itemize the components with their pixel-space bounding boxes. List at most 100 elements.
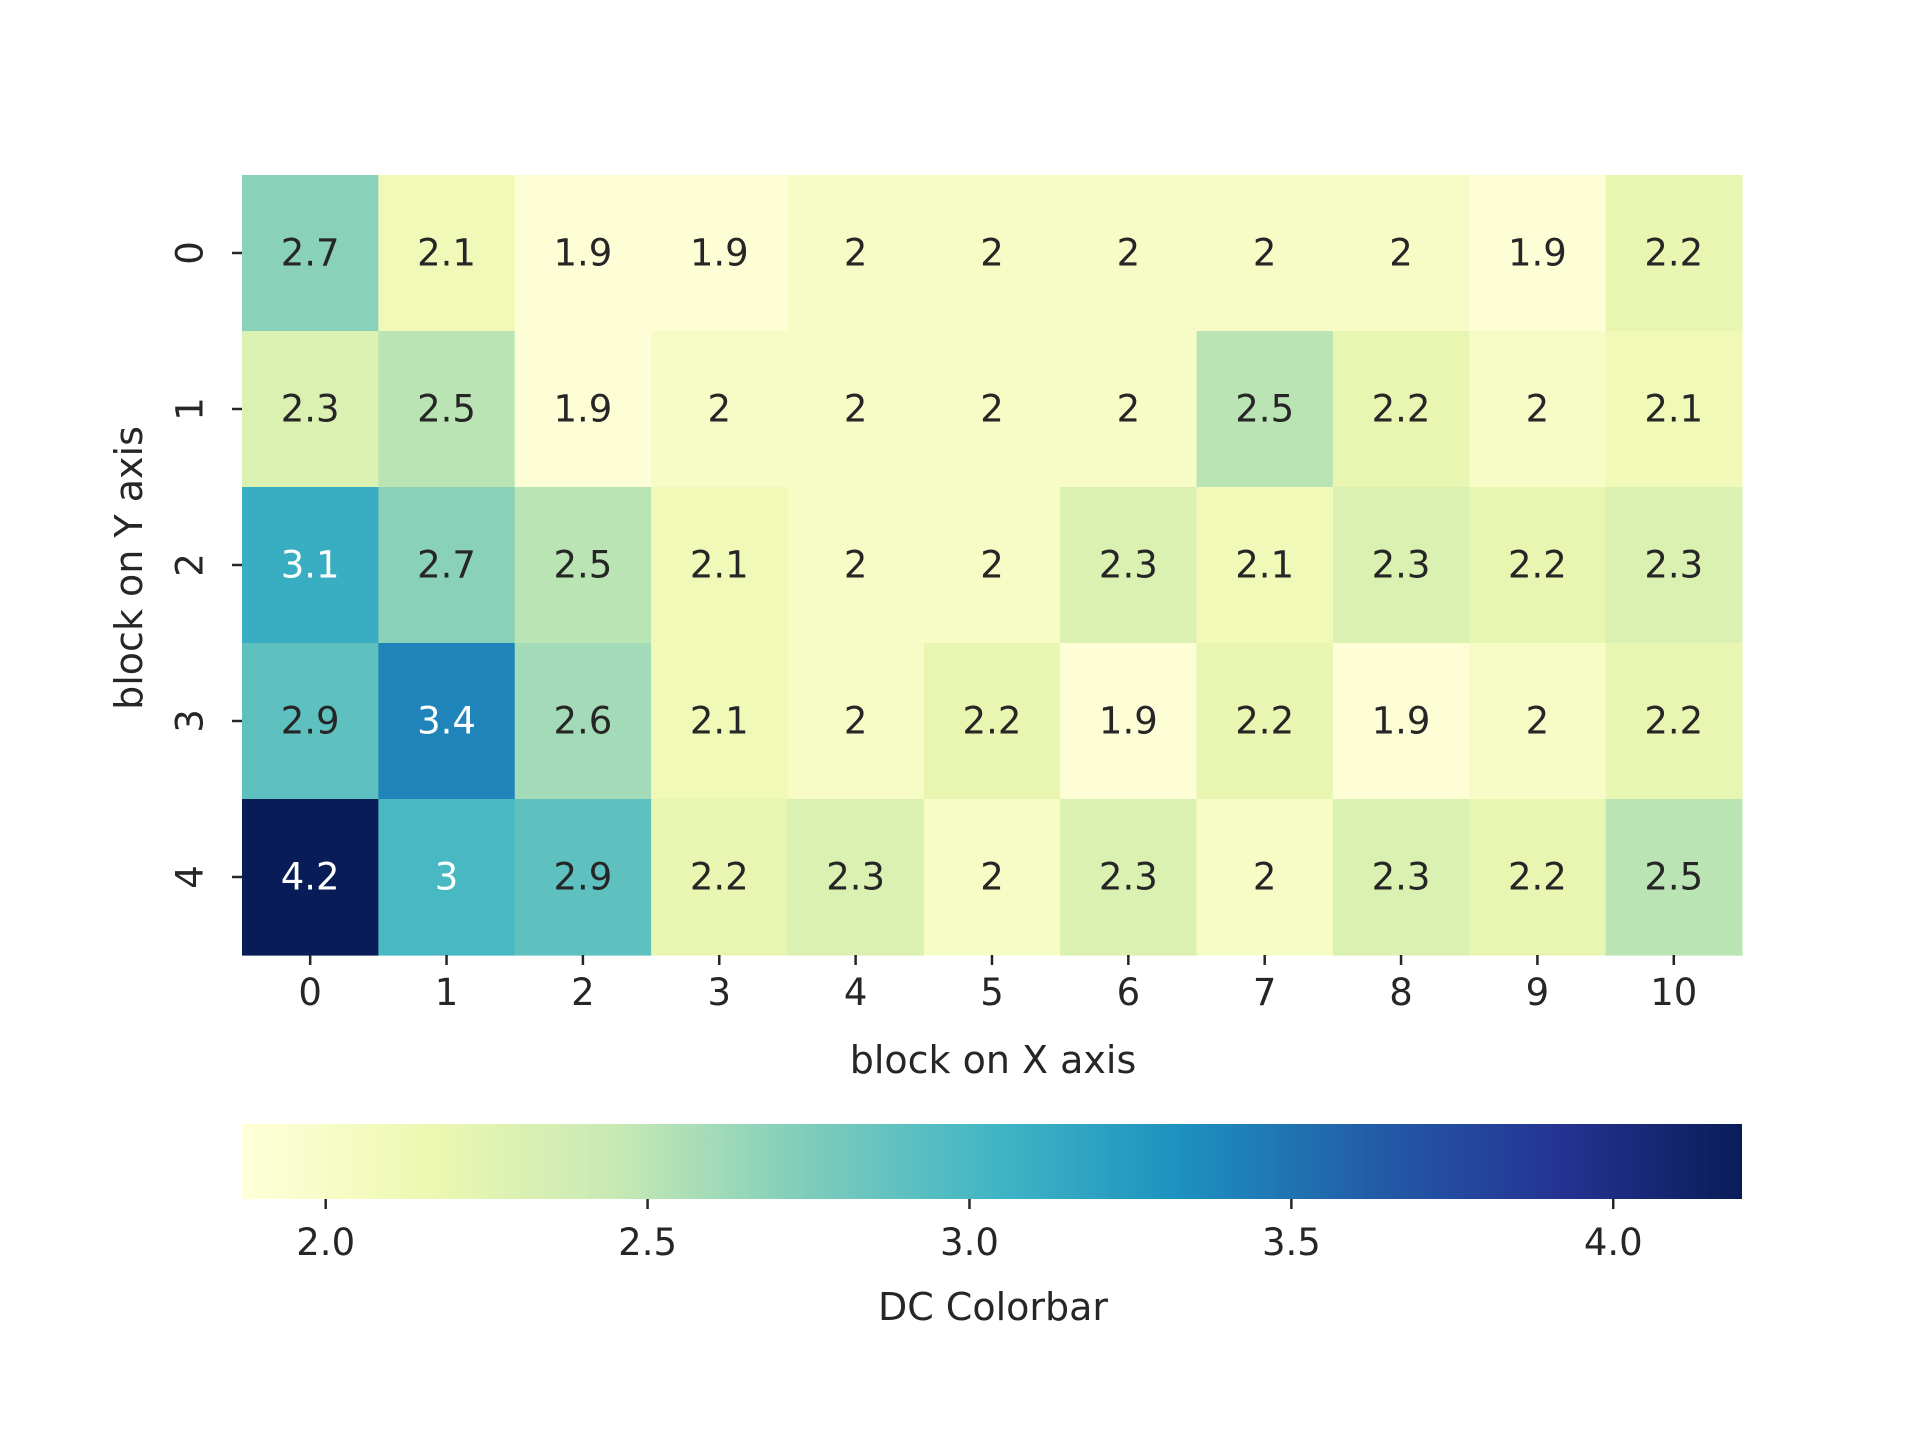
cell-value-label: 2 (1253, 232, 1277, 275)
heatmap-cell (1469, 487, 1607, 644)
cell-value-label: 2 (844, 544, 868, 587)
heatmap-cells (242, 175, 1743, 956)
colorbar-ticks: 2.0 2.5 3.0 3.5 4.0 (296, 1199, 1643, 1264)
heatmap-cell (651, 487, 789, 644)
cell-value-label: 1.9 (1099, 700, 1158, 743)
heatmap-cell (787, 643, 925, 800)
heatmap-cell (1469, 643, 1607, 800)
cell-value-label: 2.2 (1644, 700, 1703, 743)
cell-value-label: 2 (1253, 856, 1277, 899)
heatmap-cell (378, 799, 516, 956)
x-tick-label: 5 (980, 971, 1004, 1014)
cell-value-label: 2 (1389, 232, 1413, 275)
heatmap-cell (1605, 487, 1743, 644)
cell-value-label: 2.9 (281, 700, 340, 743)
cell-value-label: 2.2 (1508, 544, 1567, 587)
colorbar-tick-label: 2.0 (296, 1221, 355, 1264)
cell-value-label: 2.3 (1099, 544, 1158, 587)
heatmap-cell (378, 175, 516, 332)
heatmap-cell (787, 487, 925, 644)
heatmap-cell (514, 331, 652, 488)
heatmap-cell (378, 331, 516, 488)
y-tick-label: 3 (169, 709, 212, 733)
cell-value-label: 2.1 (1644, 388, 1703, 431)
heatmap-cell (651, 331, 789, 488)
x-tick-label: 7 (1253, 971, 1277, 1014)
cell-value-label: 2.2 (1508, 856, 1567, 899)
x-axis-label: block on X axis (850, 1038, 1137, 1082)
x-tick-label: 8 (1389, 971, 1413, 1014)
heatmap-cell (242, 487, 379, 644)
cell-value-label: 2.3 (281, 388, 340, 431)
cell-value-label: 3.4 (417, 700, 476, 743)
colorbar-tick-label: 2.5 (618, 1221, 677, 1264)
heatmap-cell (1332, 175, 1470, 332)
heatmap-cell (1196, 643, 1334, 800)
heatmap-cell (1196, 331, 1334, 488)
colorbar (242, 1124, 1742, 1199)
cell-value-label: 2.2 (1644, 232, 1703, 275)
heatmap-cell (1332, 643, 1470, 800)
heatmap-cell (514, 799, 652, 956)
cell-value-label: 2 (980, 544, 1004, 587)
x-tick-label: 9 (1526, 971, 1550, 1014)
heatmap-cell (651, 175, 789, 332)
heatmap-cell (1469, 175, 1607, 332)
cell-value-label: 2.7 (281, 232, 340, 275)
cell-value-label: 2.1 (417, 232, 476, 275)
heatmap-cell (242, 175, 379, 332)
heatmap-cell (1060, 799, 1198, 956)
cell-value-label: 2.2 (963, 700, 1022, 743)
heatmap-cell (1060, 331, 1198, 488)
heatmap-cell (1196, 175, 1334, 332)
cell-value-label: 2 (844, 700, 868, 743)
heatmap-cell (1332, 331, 1470, 488)
heatmap-cell (651, 799, 789, 956)
heatmap-cell (923, 799, 1061, 956)
colorbar-tick-label: 4.0 (1584, 1221, 1643, 1264)
heatmap-cell (923, 643, 1061, 800)
heatmap-cell (1196, 799, 1334, 956)
cell-value-label: 2 (1526, 700, 1550, 743)
cell-value-label: 2 (707, 388, 731, 431)
heatmap-cell (378, 643, 516, 800)
heatmap-cell (1605, 799, 1743, 956)
heatmap-cell (923, 175, 1061, 332)
x-tick-label: 1 (435, 971, 459, 1014)
heatmap-cell (1605, 175, 1743, 332)
x-tick-label: 2 (571, 971, 595, 1014)
heatmap-cell (651, 643, 789, 800)
cell-value-label: 2.2 (1372, 388, 1431, 431)
cell-value-label: 2.1 (1235, 544, 1294, 587)
heatmap-cell (1469, 799, 1607, 956)
cell-value-label: 3.1 (281, 544, 340, 587)
heatmap-cell (787, 799, 925, 956)
cell-value-label: 1.9 (1508, 232, 1567, 275)
heatmap-cell (1060, 643, 1198, 800)
cell-value-label: 2 (980, 232, 1004, 275)
cell-value-label: 2.2 (690, 856, 749, 899)
cell-value-label: 2.9 (553, 856, 612, 899)
heatmap-cell (242, 799, 379, 956)
cell-value-label: 2.3 (1099, 856, 1158, 899)
y-tick-label: 0 (169, 241, 212, 265)
x-tick-label: 4 (844, 971, 868, 1014)
cell-value-label: 2 (844, 388, 868, 431)
heatmap-cell (1060, 175, 1198, 332)
heatmap-cell-labels: 2.7 2.1 1.9 1.9 2 2 2 2 2 1.9 2.2 2.3 2.5 1.9 2 2 2 2 2.5 2… (281, 232, 1703, 899)
cell-value-label: 1.9 (553, 388, 612, 431)
cell-value-label: 2.3 (1372, 544, 1431, 587)
x-tick-label: 0 (298, 971, 322, 1014)
cell-value-label: 1.9 (690, 232, 749, 275)
cell-value-label: 2.5 (1235, 388, 1294, 431)
x-tick-label: 3 (707, 971, 731, 1014)
heatmap-cell (242, 331, 379, 488)
cell-value-label: 2 (980, 388, 1004, 431)
heatmap-cell (1605, 331, 1743, 488)
cell-value-label: 2.1 (690, 544, 749, 587)
heatmap-cell (923, 331, 1061, 488)
cell-value-label: 3 (435, 856, 459, 899)
cell-value-label: 1.9 (1372, 700, 1431, 743)
colorbar-tick-label: 3.5 (1262, 1221, 1321, 1264)
